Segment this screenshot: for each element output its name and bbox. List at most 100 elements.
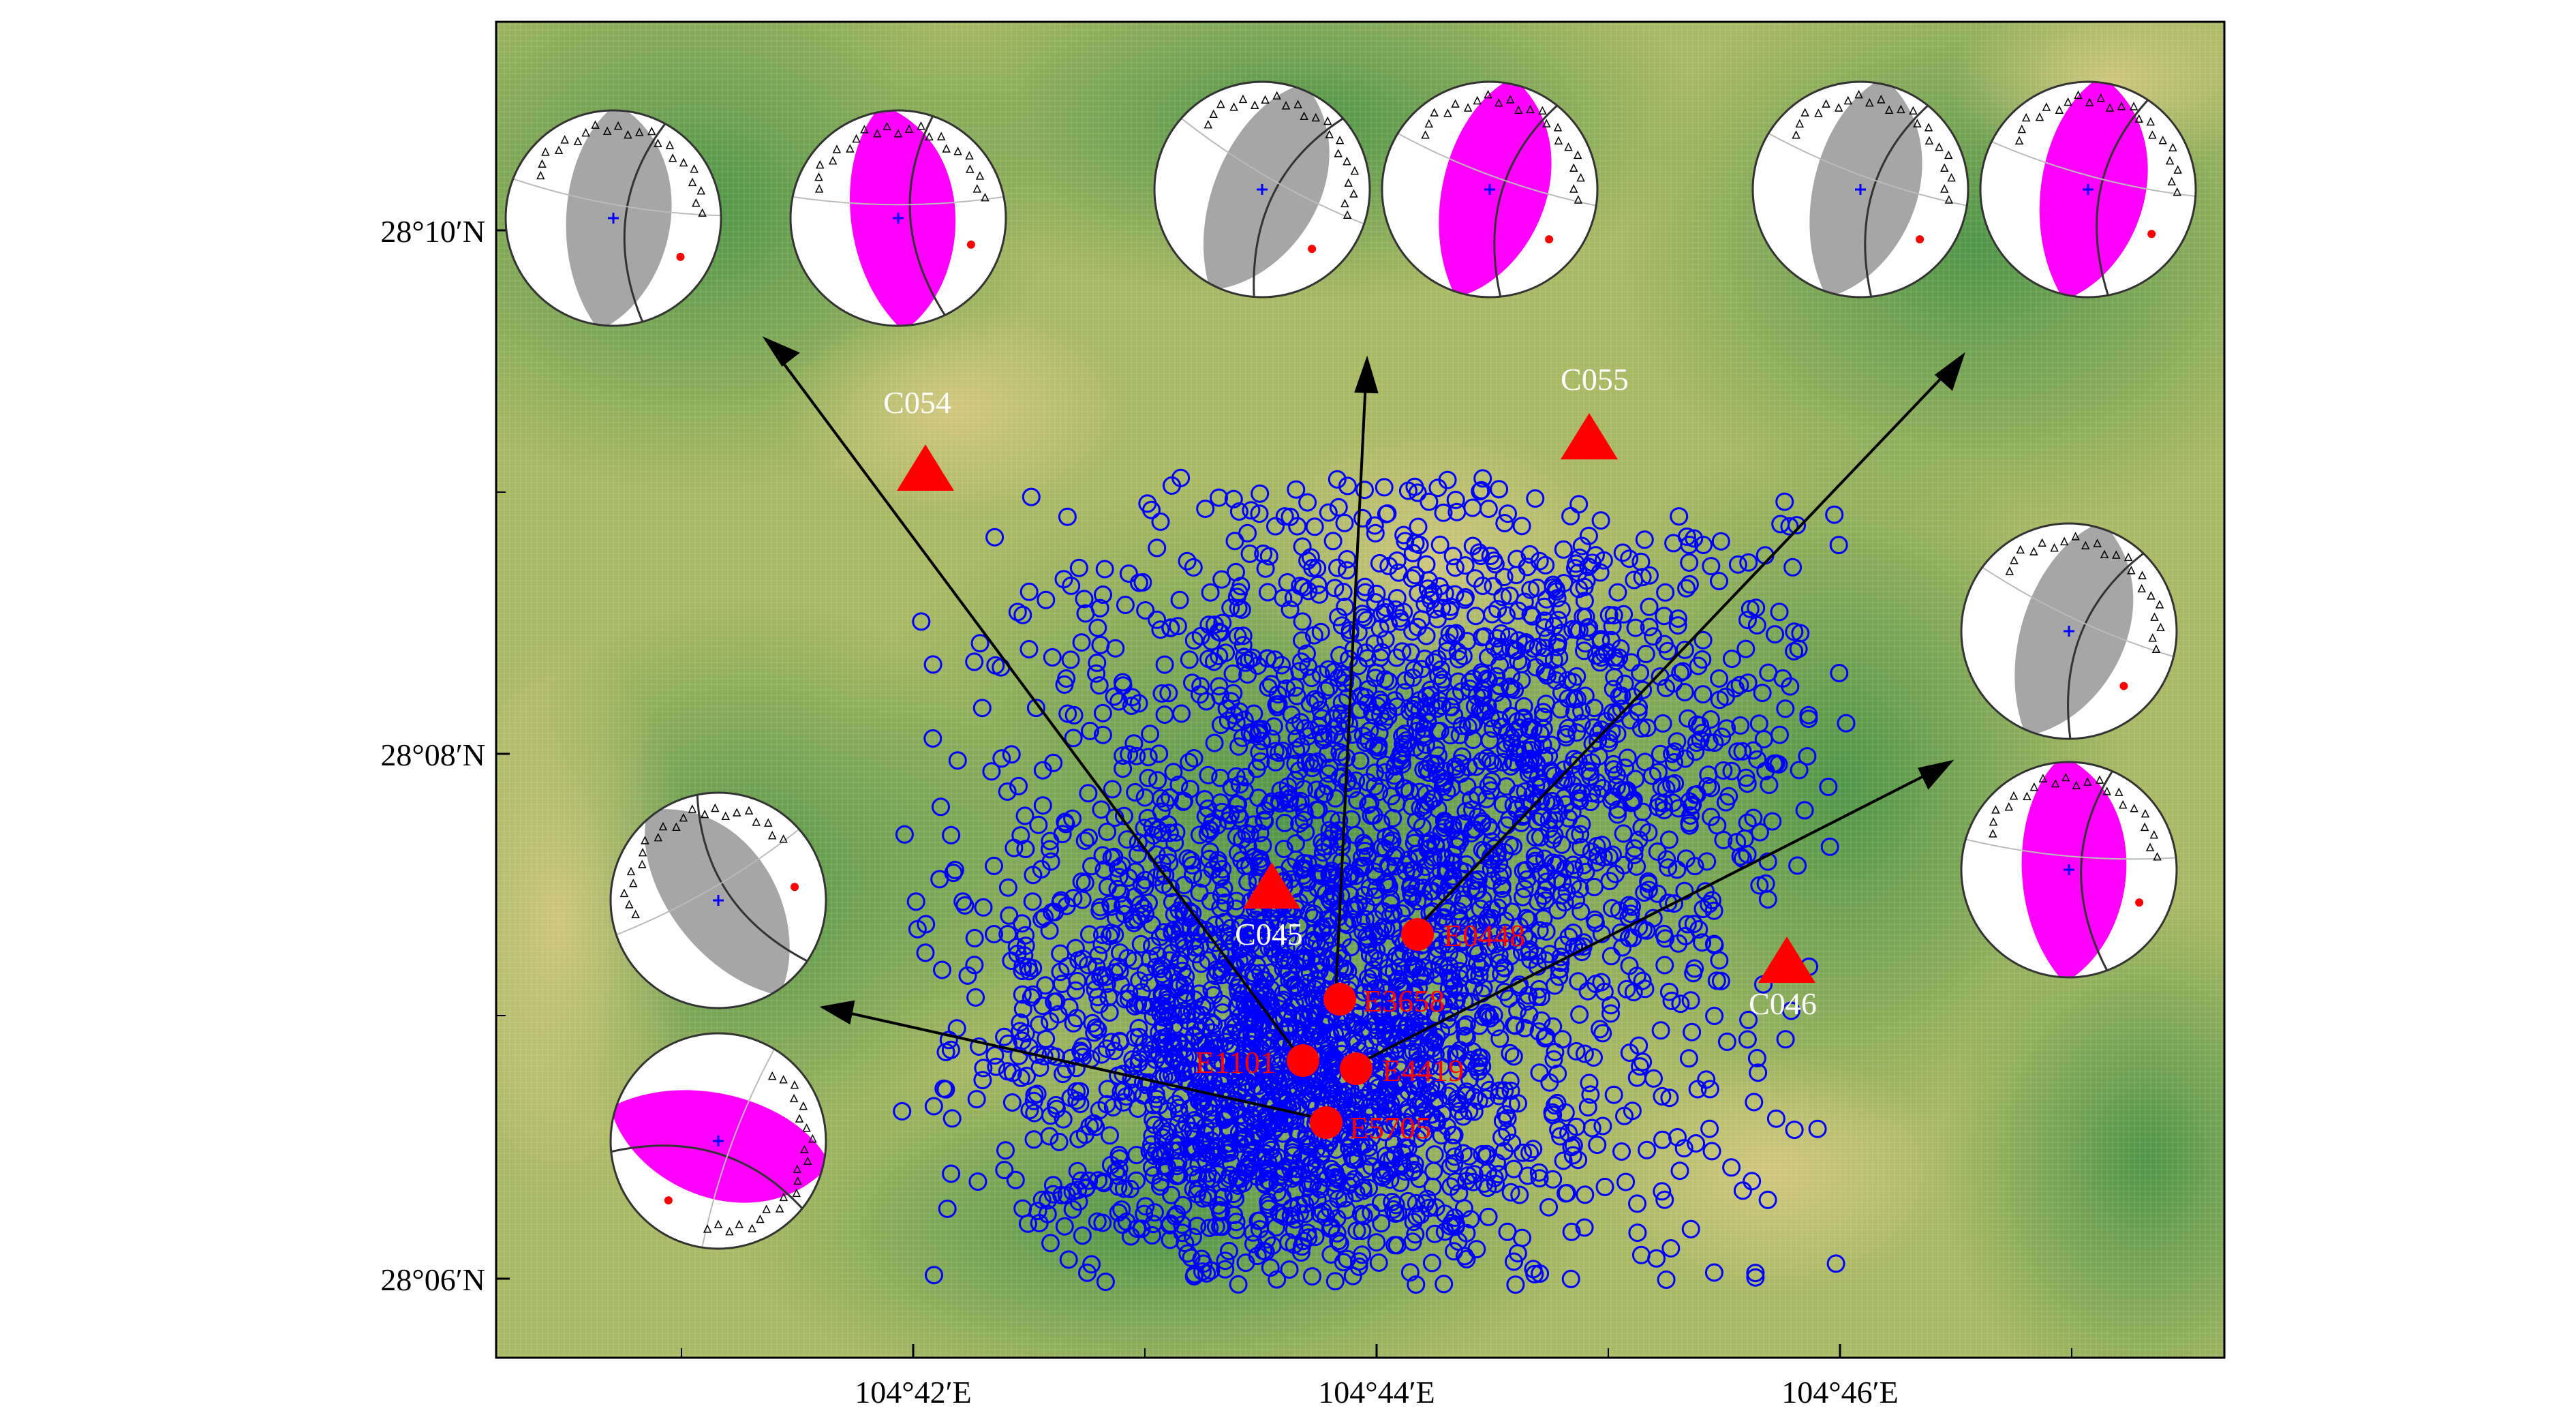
seismic-event-circle [906,892,925,911]
seismic-event-circle [1457,855,1476,874]
seismic-event-circle [1220,1138,1239,1157]
seismic-event-circle [1653,1182,1672,1201]
seismic-event-circle [1329,717,1348,735]
seismic-event-circle [1457,1015,1476,1034]
seismic-event-circle [1150,744,1169,763]
seismic-event-circle [1308,559,1327,578]
seismic-event-circle [1738,774,1757,793]
seismic-event-circle [1567,1041,1586,1061]
p-wave-beachball [789,109,1007,327]
seismic-event-circle [985,528,1005,547]
seismic-event-circle [1623,897,1641,916]
arrow-e0448-top-right [1411,352,1965,934]
seismic-event-circle [1669,799,1688,818]
seismic-event-circle [1450,908,1469,927]
seismic-event-circle [1604,1085,1623,1104]
seismic-event-circle [1041,1106,1060,1125]
seismic-event-circle [1482,900,1501,919]
seismic-event-circle [1552,600,1571,619]
seismic-event-circle [1469,807,1488,826]
seismic-event-circle [1294,853,1313,872]
seismic-event-circle [1127,1171,1146,1190]
seismic-event-circle [1240,544,1259,563]
seismic-event-circle [1770,603,1789,622]
seismic-event-circle [1564,924,1583,942]
seismic-event-circle [1510,1185,1529,1204]
seismic-event-circle [1321,1074,1340,1093]
seismic-event-circle [1584,1048,1603,1067]
seismic-event-circle [1741,600,1760,618]
seismic-event-circle [1303,1024,1322,1044]
seismic-event-circle [1229,502,1248,521]
seismic-event-circle [1564,855,1583,874]
seismic-event-circle [998,1062,1017,1081]
seismic-event-circle [1180,1099,1199,1119]
seismic-event-circle [1593,1024,1612,1043]
seismic-event-circle [1475,842,1494,862]
seismic-event-circle [1308,864,1327,883]
seismic-event-circle [1613,543,1632,562]
seismic-event-circle [1449,672,1468,691]
seismic-event-circle [1118,830,1137,849]
seismic-event-circle [1521,761,1540,780]
seismic-event-circle [1136,601,1155,620]
s-wave-beachball [504,104,724,334]
seismic-event-circle [1591,511,1610,530]
p-wave-beachball [1381,77,1599,309]
seismic-event-circle [1469,881,1488,900]
seismic-event-circle [1554,574,1574,592]
seismic-event-circle [1268,1174,1287,1193]
seismic-event-circle [1208,816,1227,835]
seismic-event-circle [1544,853,1563,872]
seismic-event-circle [1188,1217,1207,1236]
seismic-event-circle [1391,1173,1410,1192]
seismic-event-circle [1266,752,1285,772]
station-label: C046 [1749,986,1817,1021]
seismic-event-circle [1487,667,1506,686]
seismic-event-circle [1316,681,1335,700]
seismic-event-circle [1580,1074,1599,1093]
seismic-event-circle [1223,664,1242,683]
seismic-event-circle [1614,824,1633,843]
seismic-event-circle [1184,558,1203,577]
seismic-event-circle [1098,822,1117,841]
seismic-event-circle [1799,705,1818,725]
seismic-event-circle [1705,733,1724,752]
seismic-event-circle [1245,1024,1264,1043]
seismic-event-circle [1295,719,1315,738]
seismic-event-circle [1631,1057,1649,1076]
seismic-event-circle [1500,627,1519,646]
station-label: C045 [1235,917,1303,952]
seismic-event-circle [1520,755,1539,773]
seismic-event-circle [1636,752,1655,772]
seismic-event-circle [1437,782,1456,802]
seismic-event-circle [1514,710,1533,729]
seismic-event-circle [1159,684,1178,703]
seismic-event-circle [1298,1177,1317,1196]
seismic-event-circle [1235,710,1254,729]
p-wave-beachball [598,1032,831,1250]
station-label: C055 [1561,362,1629,397]
seismic-event-circle [1612,1142,1631,1161]
seismic-event-circle [1191,626,1210,645]
seismic-event-circle [1373,605,1392,624]
seismic-event-circle [1353,1178,1373,1197]
seismic-event-circle [1635,883,1654,902]
seismic-event-circle [1370,619,1390,638]
seismic-event-circle [1214,1187,1233,1206]
seismic-event-circle [1058,507,1077,526]
seismic-event-circle [1067,1082,1086,1101]
seismic-event-circle [1446,1172,1465,1191]
seismic-event-circle [1438,470,1457,489]
p-wave-beachball [1979,76,2198,308]
seismic-event-circle [1572,536,1591,556]
seismic-event-circle [1508,932,1527,951]
seismic-event-circle [1190,984,1208,1003]
s-wave-beachball [1153,80,1371,310]
seismic-event-circle [1493,891,1512,909]
seismic-event-circle [1011,826,1030,845]
seismic-event-circle [1069,558,1088,577]
seismic-event-circle [1575,577,1594,596]
seismic-event-circle [1728,555,1747,574]
seismic-event-circle [1229,1169,1248,1188]
